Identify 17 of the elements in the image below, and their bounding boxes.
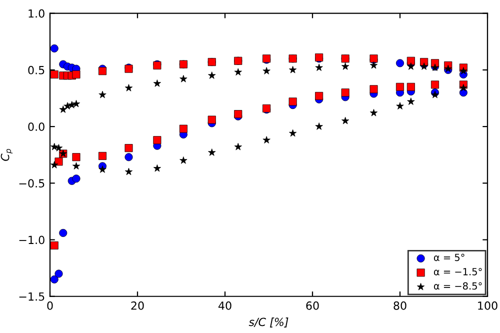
x-tick-label: 0 [47, 301, 53, 310]
y-tick-label: −1.5 [19, 292, 44, 301]
y-tick-label: 0.0 [28, 122, 44, 131]
y-axis-title: C$_{p}$ [0, 148, 13, 161]
x-tick-label: 40 [218, 301, 232, 310]
x-axis-title: s/C [%] [248, 318, 288, 328]
y-tick-label: 0.5 [28, 66, 44, 74]
y-tick-label: 1.0 [28, 9, 44, 18]
x-tick-label: 80 [394, 301, 406, 310]
y-tick-label: −0.5 [19, 179, 44, 188]
legend-label: α = −1.5° [434, 268, 482, 276]
x-tick-label: 60 [306, 301, 319, 310]
y-tick-label: −1.0 [19, 236, 44, 244]
x-tick-label: 100 [478, 301, 498, 310]
x-tick-label: 20 [131, 301, 144, 310]
legend-label: α = −8.5° [434, 282, 482, 290]
legend-label: α = 5° [434, 254, 464, 262]
